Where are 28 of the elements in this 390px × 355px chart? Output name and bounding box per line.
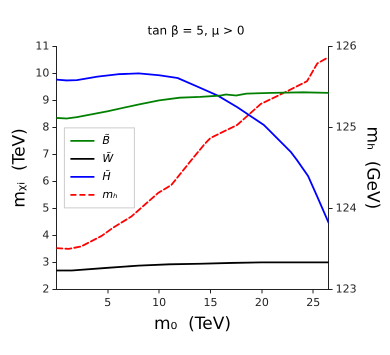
legend-label: W̃ <box>102 150 114 165</box>
y-tick-label: 4 <box>42 228 50 242</box>
y-tick-label: 2 <box>42 282 50 296</box>
x-axis-title: m₀ (TeV) <box>154 314 232 334</box>
x-tick-label: 10 <box>152 296 166 309</box>
y-tick-label: 5 <box>42 201 50 214</box>
y-tick-label: 11 <box>35 39 50 52</box>
y-axis-title: mᵪᵢ (TeV) <box>10 128 30 208</box>
x-tick-label: 15 <box>203 296 218 309</box>
y2-tick-label: 125 <box>336 120 357 134</box>
y-tick-label: 9 <box>42 93 50 106</box>
chart-title: tan β = 5, μ > 0 <box>147 23 245 38</box>
x-tick-label: 20 <box>254 296 269 309</box>
legend-label: H̃ <box>102 168 111 183</box>
y2-tick-label: 124 <box>336 201 357 214</box>
y2-axis-title: mₕ (GeV) <box>362 126 382 210</box>
x-tick-label: 25 <box>306 296 320 309</box>
y-tick-label: 6 <box>42 174 50 188</box>
line-series <box>56 56 328 250</box>
y2-tick-label: 126 <box>336 39 357 52</box>
legend-label: mₕ <box>102 188 118 201</box>
y-tick-label: 3 <box>42 255 50 268</box>
legend-label: B̃ <box>102 132 110 147</box>
y2-tick-label: 123 <box>336 282 357 296</box>
y-tick-label: 7 <box>42 147 50 160</box>
x-tick-label: 5 <box>104 296 112 309</box>
y-tick-label: 8 <box>42 120 50 134</box>
y-tick-label: 10 <box>35 66 50 80</box>
